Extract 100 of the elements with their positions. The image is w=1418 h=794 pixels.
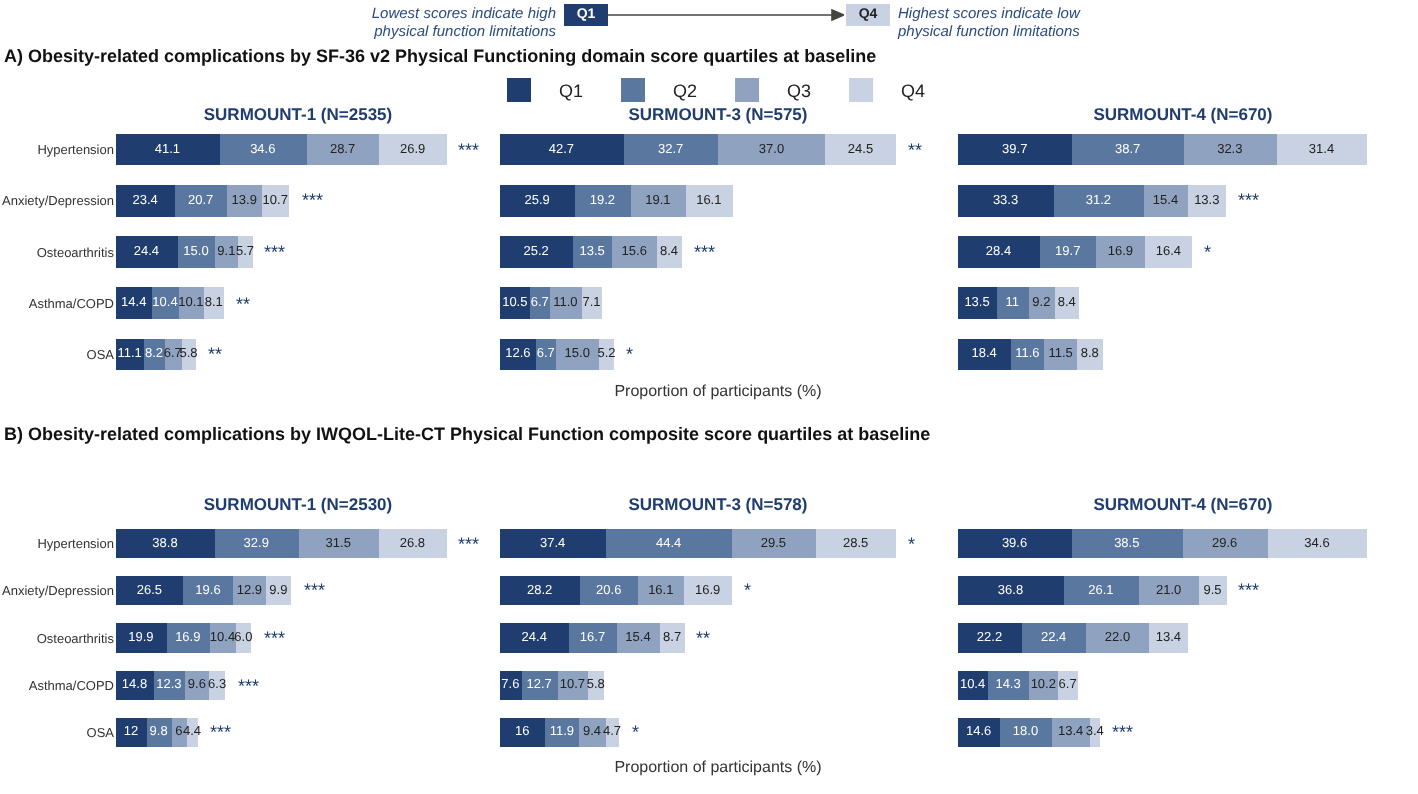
bar [166, 623, 210, 653]
bar [958, 623, 1022, 653]
bar [530, 287, 550, 320]
bar [1071, 528, 1183, 559]
bar [572, 236, 613, 268]
annotation: * [632, 722, 640, 742]
bar [616, 623, 661, 653]
bar [1053, 184, 1144, 217]
chart-title: SURMOUNT-3 (N=575) [628, 103, 808, 124]
x-axis-title: Proportion of participants (%) [614, 382, 823, 401]
bar [657, 236, 682, 268]
annotation: *** [264, 628, 287, 648]
annotation: *** [458, 534, 481, 554]
bar [116, 623, 167, 653]
bar [958, 184, 1054, 217]
bar [630, 184, 686, 217]
bar [116, 528, 215, 559]
annotation: *** [302, 190, 325, 210]
annotation: *** [694, 242, 717, 262]
bar [825, 133, 897, 166]
bar [549, 287, 582, 320]
bar [606, 528, 732, 559]
bar [718, 133, 826, 166]
bar [999, 717, 1052, 748]
annotation: * [908, 534, 916, 554]
bar [379, 133, 447, 166]
chart-title: SURMOUNT-4 (N=670) [1093, 493, 1273, 514]
bar [1086, 623, 1150, 653]
x-axis-title: Proportion of participants (%) [614, 758, 823, 777]
bar [500, 528, 607, 559]
bar [500, 236, 573, 268]
legend-label: Q2 [673, 81, 698, 102]
bar [500, 623, 570, 653]
chart-title: SURMOUNT-3 (N=578) [628, 493, 808, 514]
annotation: ** [908, 140, 923, 160]
bar [958, 338, 1011, 371]
annotation: * [744, 580, 752, 600]
annotation: ** [236, 294, 251, 314]
bar [574, 184, 631, 217]
bar [378, 528, 447, 559]
bar [500, 184, 575, 217]
chart-title: SURMOUNT-1 (N=2535) [203, 103, 393, 124]
bar [1276, 133, 1368, 166]
annotation: * [1204, 242, 1212, 262]
annotation: ** [208, 344, 223, 364]
bar [684, 576, 732, 606]
bar [815, 528, 897, 559]
bar [1149, 623, 1188, 653]
bar [500, 576, 580, 606]
annotation: *** [264, 242, 287, 262]
legend-label: Q3 [787, 81, 812, 102]
bar [731, 528, 816, 559]
bar [958, 717, 1000, 748]
annotation: *** [1112, 722, 1135, 742]
bar [116, 576, 184, 606]
annotation: *** [238, 676, 261, 696]
bar [1021, 623, 1087, 653]
bar [1063, 576, 1139, 606]
bar [116, 184, 175, 217]
chart-subtitle: A) Obesity-related complications by SF-36 v2 Physical Functioning domain score quartiles at baseline [4, 46, 877, 66]
bar [298, 528, 379, 559]
bar [1267, 528, 1368, 559]
annotation: *** [304, 580, 327, 600]
bar [1183, 133, 1277, 166]
bar [1096, 236, 1146, 268]
legend-label: Q1 [559, 81, 584, 102]
chart-subtitle: B) Obesity-related complications by IWQOL-Lite-CT Physical Function composite score quartiles at baseline [4, 424, 931, 444]
bar [579, 576, 639, 606]
bar [500, 133, 624, 166]
bar [958, 133, 1073, 166]
bar [521, 670, 558, 700]
bar [612, 236, 658, 268]
bar [1072, 133, 1184, 166]
annotation: * [626, 344, 634, 364]
bar [660, 623, 685, 653]
bar [996, 287, 1029, 320]
bar [116, 236, 178, 268]
bar [500, 717, 546, 748]
bar [219, 133, 307, 166]
bar [958, 576, 1064, 606]
bar [1143, 184, 1189, 217]
bar [1145, 236, 1193, 268]
bar [685, 184, 733, 217]
bar [214, 528, 299, 559]
annotation: ** [696, 628, 711, 648]
bar [116, 133, 220, 166]
annotation: *** [210, 722, 233, 742]
bar [1138, 576, 1200, 606]
bar [174, 184, 228, 217]
chart-title: SURMOUNT-1 (N=2530) [203, 493, 393, 514]
annotation: *** [1238, 190, 1261, 210]
annotation: *** [1238, 580, 1261, 600]
bar [638, 576, 684, 606]
bar [1039, 236, 1097, 268]
bar [958, 287, 997, 320]
bar [569, 623, 617, 653]
bar [116, 717, 147, 748]
chart-title: SURMOUNT-4 (N=670) [1093, 103, 1273, 124]
bar [623, 133, 719, 166]
bar [1182, 528, 1268, 559]
